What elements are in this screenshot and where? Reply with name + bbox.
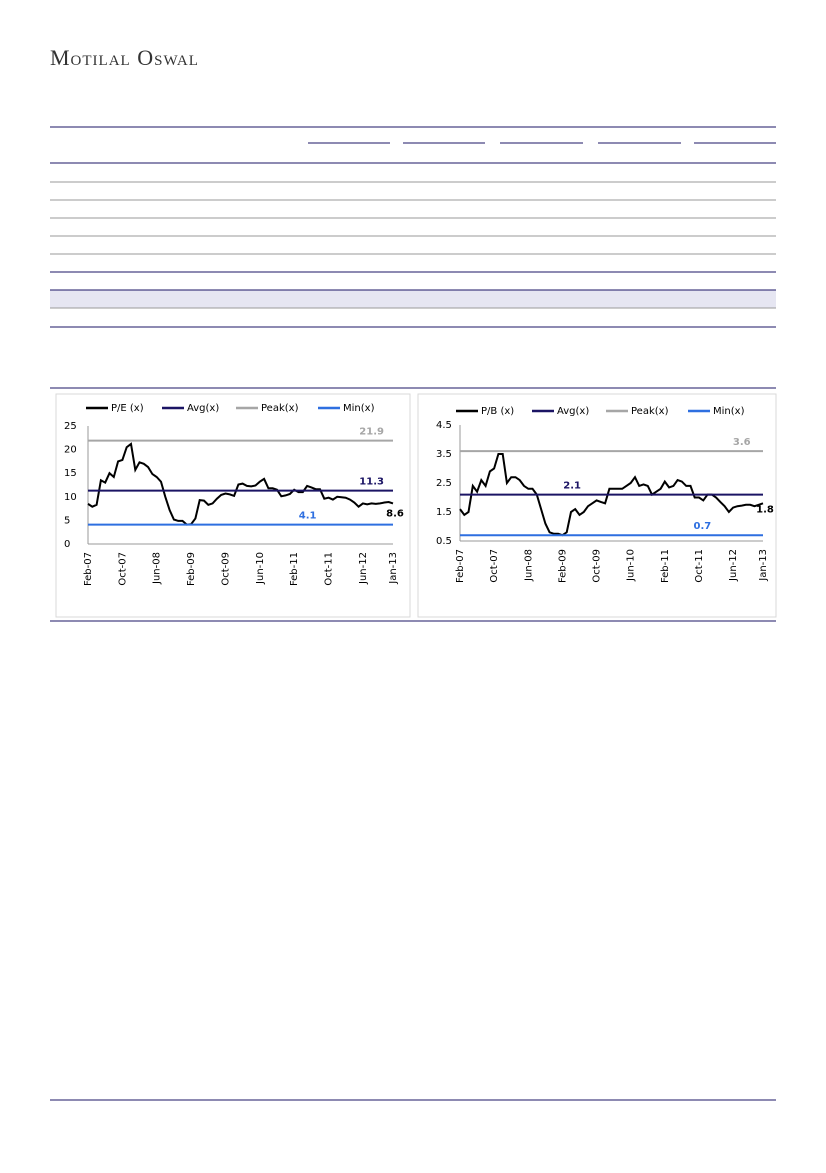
x-tick-label: Jun-10 xyxy=(255,552,266,585)
chart-frame xyxy=(417,393,777,618)
y-tick-label: 0 xyxy=(64,539,70,550)
empty-table xyxy=(50,126,776,328)
x-tick-label: Jun-08 xyxy=(152,552,163,585)
y-tick-label: 4.5 xyxy=(436,420,452,431)
x-tick-label: Feb-09 xyxy=(557,549,568,583)
y-tick-label: 15 xyxy=(64,468,77,479)
legend-label: Avg(x) xyxy=(187,403,219,414)
legend-label: Min(x) xyxy=(713,406,745,417)
y-tick-label: 3.5 xyxy=(436,449,452,460)
x-tick-label: Feb-11 xyxy=(660,549,671,583)
legend-label: P/B (x) xyxy=(481,406,514,417)
x-tick-label: Feb-07 xyxy=(83,552,94,586)
x-tick-label: Jun-08 xyxy=(523,549,534,582)
reference-label: 0.7 xyxy=(694,521,712,532)
y-tick-label: 0.5 xyxy=(436,536,452,547)
x-tick-label: Oct-09 xyxy=(220,552,231,586)
x-tick-label: Jun-12 xyxy=(728,549,739,582)
chart-frame xyxy=(55,393,411,618)
reference-label: 2.1 xyxy=(563,481,581,492)
x-tick-label: Jun-10 xyxy=(626,549,637,582)
reference-label: 3.6 xyxy=(733,437,751,448)
legend-label: Avg(x) xyxy=(557,406,589,417)
y-tick-label: 10 xyxy=(64,492,77,503)
reference-label: 21.9 xyxy=(359,427,384,438)
legend-label: Min(x) xyxy=(343,403,375,414)
x-tick-label: Jun-12 xyxy=(358,552,369,585)
x-tick-label: Feb-09 xyxy=(186,552,197,586)
x-tick-label: Oct-07 xyxy=(489,549,500,583)
y-tick-label: 1.5 xyxy=(436,507,452,518)
x-tick-label: Oct-07 xyxy=(117,552,128,586)
logo: Motilal Oswal xyxy=(50,45,199,70)
reference-label: 4.1 xyxy=(299,511,317,522)
y-tick-label: 2.5 xyxy=(436,478,452,489)
x-tick-label: Jan-13 xyxy=(758,549,769,582)
legend-label: Peak(x) xyxy=(631,406,669,417)
legend-label: Peak(x) xyxy=(261,403,299,414)
y-tick-label: 25 xyxy=(64,421,77,432)
x-tick-label: Oct-11 xyxy=(324,552,335,586)
last-value-label: 8.6 xyxy=(386,508,404,519)
x-tick-label: Feb-11 xyxy=(289,552,300,586)
x-tick-label: Oct-09 xyxy=(592,549,603,583)
x-tick-label: Oct-11 xyxy=(694,549,705,583)
data-line xyxy=(87,442,394,526)
legend-label: P/E (x) xyxy=(111,403,144,414)
y-tick-label: 5 xyxy=(64,515,70,526)
last-value-label: 1.8 xyxy=(756,504,774,515)
y-tick-label: 20 xyxy=(64,445,77,456)
x-tick-label: Jan-13 xyxy=(388,552,399,585)
reference-label: 11.3 xyxy=(359,477,384,488)
x-tick-label: Feb-07 xyxy=(455,549,466,583)
